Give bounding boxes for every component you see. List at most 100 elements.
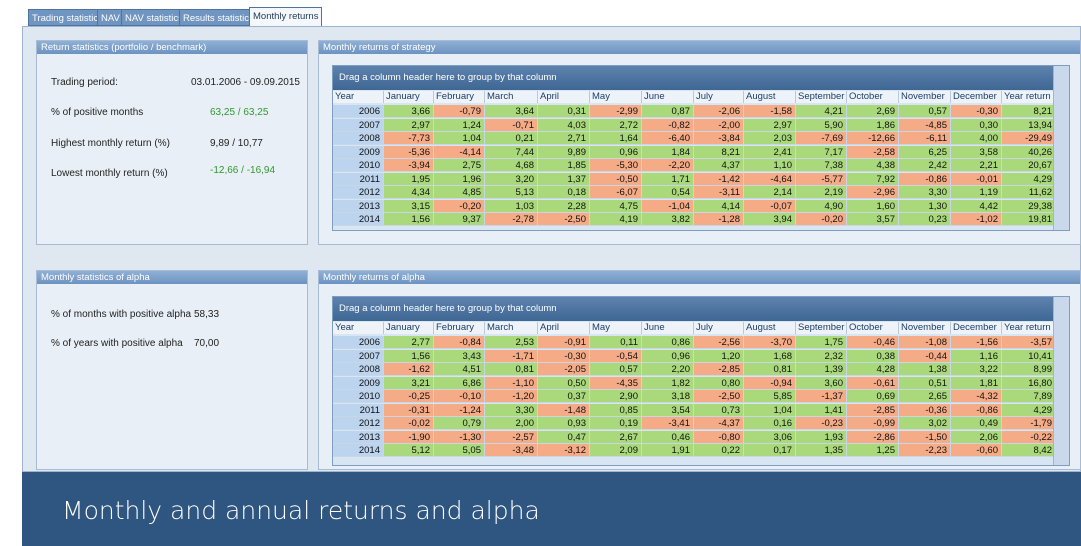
value-cell: 3,20 bbox=[485, 172, 538, 186]
value-cell: 10,41 bbox=[1002, 349, 1056, 363]
column-header[interactable]: June bbox=[642, 322, 694, 334]
value-cell: -0,54 bbox=[590, 349, 642, 363]
column-header[interactable]: January bbox=[384, 91, 434, 103]
column-header[interactable]: Year return bbox=[1002, 91, 1056, 103]
column-header[interactable]: September bbox=[796, 91, 847, 103]
column-header[interactable]: May bbox=[590, 322, 642, 334]
value-cell: 4,19 bbox=[590, 213, 642, 226]
value-cell: -0,01 bbox=[951, 172, 1002, 186]
year-cell: 2009 bbox=[333, 145, 384, 159]
column-header[interactable]: April bbox=[538, 91, 590, 103]
column-header[interactable]: July bbox=[694, 322, 744, 334]
column-header[interactable]: May bbox=[590, 91, 642, 103]
value-cell: 0,80 bbox=[694, 376, 744, 390]
tab[interactable]: Trading statistics bbox=[28, 9, 107, 26]
value-cell: -2,85 bbox=[847, 403, 899, 417]
column-header[interactable]: August bbox=[744, 322, 796, 334]
stats-panel: Monthly statistics of alpha % of months … bbox=[36, 270, 308, 470]
tab[interactable]: Monthly returns bbox=[249, 7, 323, 27]
value-cell: 1,04 bbox=[434, 132, 485, 145]
column-header[interactable]: October bbox=[847, 91, 899, 103]
value-cell: 0,81 bbox=[485, 363, 538, 376]
value-cell: -1,04 bbox=[642, 199, 694, 213]
scrollbar[interactable] bbox=[1053, 66, 1069, 230]
value-cell: 7,89 bbox=[1002, 390, 1056, 403]
value-cell: 9,37 bbox=[434, 213, 485, 226]
value-cell: 8,21 bbox=[1002, 105, 1056, 118]
year-cell: 2006 bbox=[333, 336, 384, 349]
tab[interactable]: Results statistics bbox=[179, 9, 258, 26]
value-cell: 0,16 bbox=[744, 417, 796, 430]
value-cell: 0,69 bbox=[847, 390, 899, 403]
year-cell: 2014 bbox=[333, 444, 384, 457]
column-header[interactable]: Year bbox=[333, 322, 384, 334]
year-cell: 2012 bbox=[333, 417, 384, 430]
value-cell: -0,25 bbox=[384, 390, 434, 403]
year-cell: 2013 bbox=[333, 199, 384, 213]
group-panel: Drag a column header here to group by th… bbox=[333, 297, 1054, 321]
value-cell: -4,35 bbox=[590, 376, 642, 390]
value-cell: -4,37 bbox=[694, 417, 744, 430]
column-header[interactable]: July bbox=[694, 91, 744, 103]
column-header[interactable]: April bbox=[538, 322, 590, 334]
tab[interactable]: NAV bbox=[97, 9, 124, 26]
column-header[interactable]: October bbox=[847, 322, 899, 334]
column-header[interactable]: August bbox=[744, 91, 796, 103]
value-cell: 19,81 bbox=[1002, 213, 1056, 226]
column-header[interactable]: February bbox=[434, 322, 485, 334]
value-cell: -2,96 bbox=[847, 186, 899, 199]
value-cell: 0,47 bbox=[538, 430, 590, 444]
value-cell: -5,77 bbox=[796, 172, 847, 186]
value-cell: 2,00 bbox=[485, 417, 538, 430]
value-cell: -4,32 bbox=[951, 390, 1002, 403]
column-header[interactable]: Year bbox=[333, 91, 384, 103]
value-cell: -6,40 bbox=[642, 132, 694, 145]
value-cell: -0,79 bbox=[434, 105, 485, 118]
value-cell: 8,99 bbox=[1002, 363, 1056, 376]
value-cell: 2,97 bbox=[384, 118, 434, 132]
year-cell: 2006 bbox=[333, 105, 384, 118]
value-cell: 1,64 bbox=[590, 132, 642, 145]
year-cell: 2010 bbox=[333, 159, 384, 172]
column-header[interactable]: December bbox=[951, 322, 1002, 334]
value-cell: -0,44 bbox=[899, 349, 951, 363]
column-header[interactable]: November bbox=[899, 322, 951, 334]
value-cell: 1,25 bbox=[847, 444, 899, 457]
column-header[interactable]: Year return bbox=[1002, 322, 1056, 334]
value-cell: -0,02 bbox=[384, 417, 434, 430]
value-cell: 4,03 bbox=[538, 118, 590, 132]
value-cell: 20,67 bbox=[1002, 159, 1056, 172]
column-header[interactable]: November bbox=[899, 91, 951, 103]
value-cell: 7,38 bbox=[796, 159, 847, 172]
scrollbar[interactable] bbox=[1053, 297, 1069, 465]
value-cell: -0,60 bbox=[951, 444, 1002, 457]
column-header[interactable]: September bbox=[796, 322, 847, 334]
column-header[interactable]: June bbox=[642, 91, 694, 103]
column-header[interactable]: December bbox=[951, 91, 1002, 103]
value-cell: 1,37 bbox=[538, 172, 590, 186]
tab[interactable]: NAV statistics bbox=[121, 9, 187, 26]
value-cell: 0,37 bbox=[538, 390, 590, 403]
column-header[interactable]: January bbox=[384, 322, 434, 334]
value-cell: 4,90 bbox=[796, 199, 847, 213]
value-cell: 2,41 bbox=[744, 145, 796, 159]
value-cell: 3,64 bbox=[485, 105, 538, 118]
value-cell: 0,38 bbox=[847, 349, 899, 363]
stat-value: 9,89 / 10,77 bbox=[210, 138, 263, 149]
value-cell: 8,42 bbox=[1002, 444, 1056, 457]
panel-title: Return statistics (portfolio / benchmark… bbox=[37, 41, 307, 54]
stat-value: 70,00 bbox=[194, 338, 220, 349]
column-header[interactable]: March bbox=[485, 91, 538, 103]
value-cell: 0,17 bbox=[744, 444, 796, 457]
value-cell: 1,81 bbox=[951, 376, 1002, 390]
column-header[interactable]: March bbox=[485, 322, 538, 334]
column-header[interactable]: February bbox=[434, 91, 485, 103]
value-cell: 0,86 bbox=[642, 336, 694, 349]
value-cell: 7,17 bbox=[796, 145, 847, 159]
value-cell: -0,61 bbox=[847, 376, 899, 390]
value-cell: 2,32 bbox=[796, 349, 847, 363]
panel-title: Monthly returns of strategy bbox=[319, 41, 1080, 54]
value-cell: -0,94 bbox=[744, 376, 796, 390]
value-cell: -1,56 bbox=[951, 336, 1002, 349]
